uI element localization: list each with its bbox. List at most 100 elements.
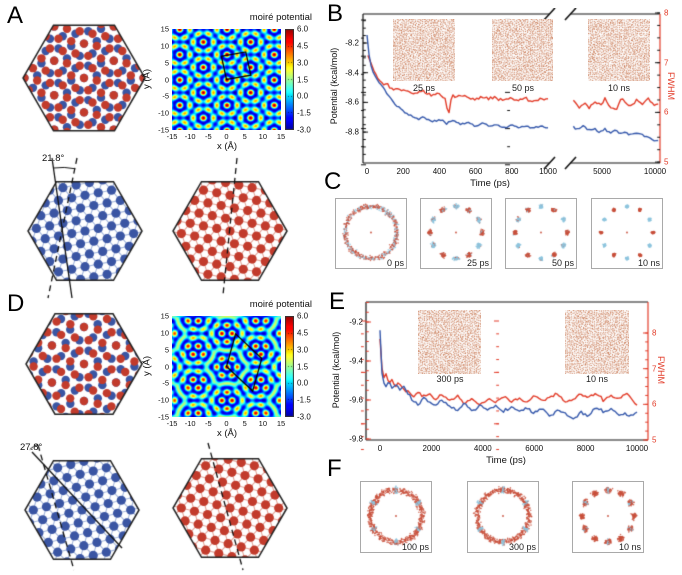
e-inset-label-0: 300 ps bbox=[436, 374, 464, 384]
tick-label: 0.0 bbox=[297, 91, 309, 101]
tick-label: -8.8 bbox=[345, 127, 359, 137]
snapshot-inset-b-10ns bbox=[588, 19, 650, 81]
tick-label: 5 bbox=[242, 132, 247, 141]
snapshot-inset-b-25ps bbox=[393, 19, 455, 81]
tick-label: 0 bbox=[164, 75, 169, 84]
tick-label: -9.4 bbox=[349, 356, 363, 366]
snapshot-inset-e-10ns bbox=[565, 310, 629, 374]
tick-label: 5 bbox=[164, 345, 169, 355]
tick-label: 10 bbox=[258, 132, 267, 141]
tick-label: 0 bbox=[364, 167, 370, 176]
tick-label: -1.5 bbox=[297, 395, 311, 405]
tick-label: 15 bbox=[276, 132, 286, 141]
tick-label: 0.0 bbox=[297, 378, 309, 388]
tick-label: 200 bbox=[396, 167, 410, 176]
tick-label: 600 bbox=[468, 167, 483, 176]
c2-time-label: 50 ps bbox=[551, 258, 574, 268]
tick-label: 5 bbox=[664, 157, 669, 167]
tick-label: 2000 bbox=[422, 444, 441, 453]
tick-label: -8.2 bbox=[345, 38, 359, 48]
tick-label: 4.5 bbox=[297, 328, 309, 338]
panel-f-label: F bbox=[327, 455, 342, 482]
moire-potential-heatmap-a bbox=[172, 29, 281, 130]
snapshot-inset-b-50ps bbox=[492, 19, 553, 81]
tick-label: -1.5 bbox=[297, 108, 311, 118]
tick-label: -10 bbox=[184, 419, 196, 428]
blue-layer-lattice-a bbox=[20, 150, 155, 305]
b-xlabel: Time (ps) bbox=[470, 178, 510, 189]
tick-label: -15 bbox=[166, 419, 178, 428]
tick-label: -8.6 bbox=[345, 97, 359, 107]
tick-label: 1000 bbox=[539, 167, 557, 176]
tick-label: 5 bbox=[242, 419, 247, 428]
tick-label: -5 bbox=[204, 132, 212, 141]
tick-label: 10 bbox=[160, 41, 169, 51]
tick-label: 10000 bbox=[643, 167, 667, 176]
angular-scatter-f1 bbox=[468, 482, 538, 552]
tick-label: -15 bbox=[166, 132, 178, 141]
tick-label: 7 bbox=[652, 364, 657, 374]
snapshot-inset-e-300ps bbox=[418, 310, 481, 374]
tick-label: 10000 bbox=[625, 444, 649, 453]
moire-potential-heatmap-d bbox=[172, 316, 281, 417]
b-ylabel-right: FWHM bbox=[666, 72, 676, 100]
e-inset-label-1: 10 ns bbox=[585, 374, 609, 384]
tick-label: -8.4 bbox=[345, 68, 359, 78]
tick-label: 15 bbox=[160, 311, 169, 321]
moire-overlay-lattice-d bbox=[18, 302, 152, 428]
heatmap-xlabel-d: x (Å) bbox=[216, 428, 238, 439]
e-xlabel: Time (ps) bbox=[486, 455, 526, 466]
b-ylabel-left: Potential (kcal/mol) bbox=[329, 47, 339, 125]
tick-label: 10 bbox=[160, 328, 169, 338]
angular-scatter-c2 bbox=[506, 199, 576, 268]
f2-time-label: 10 ns bbox=[618, 542, 641, 552]
heatmap-ylabel-d: y (Å) bbox=[141, 355, 153, 377]
heatmap-title-a: moiré potential bbox=[249, 12, 312, 23]
tick-label: -5 bbox=[162, 378, 169, 388]
e-ylabel-left: Potential (kcal/mol) bbox=[331, 331, 341, 409]
tick-label: -15 bbox=[158, 125, 169, 135]
tick-label: 5 bbox=[164, 58, 169, 68]
tick-label: 8 bbox=[652, 328, 657, 338]
tick-label: -5 bbox=[204, 419, 212, 428]
tick-label: -9.2 bbox=[349, 317, 363, 327]
tick-label: 4000 bbox=[473, 444, 492, 453]
angular-dist-box-c3: 10 ns bbox=[591, 198, 663, 269]
tick-label: 7 bbox=[664, 58, 669, 68]
tick-label: 0 bbox=[224, 419, 229, 428]
tick-label: 6.0 bbox=[297, 311, 309, 321]
blue-layer-lattice-d bbox=[12, 430, 152, 575]
tick-label: 0 bbox=[224, 132, 229, 141]
angular-scatter-c3 bbox=[592, 199, 662, 268]
red-layer-lattice-d bbox=[165, 430, 305, 575]
twist-angle-label-a: 21.8° bbox=[42, 153, 65, 164]
tick-label: -5 bbox=[162, 91, 169, 101]
c3-time-label: 10 ns bbox=[637, 258, 660, 268]
tick-label: -9.8 bbox=[349, 434, 363, 444]
heatmap-ylabel-a: y (Å) bbox=[141, 68, 153, 90]
f1-time-label: 300 ps bbox=[508, 542, 536, 552]
c1-time-label: 25 ps bbox=[466, 258, 489, 268]
tick-label: -9.6 bbox=[349, 395, 363, 405]
panel-e-label: E bbox=[329, 288, 346, 315]
tick-label: 5 bbox=[652, 435, 657, 445]
b-inset-label-2: 10 ns bbox=[607, 83, 631, 93]
angular-scatter-f0 bbox=[361, 482, 431, 552]
tick-label: 5000 bbox=[593, 167, 611, 176]
tick-label: 8 bbox=[664, 8, 669, 18]
tick-label: -3.0 bbox=[297, 412, 311, 422]
tick-label: 10 bbox=[258, 419, 267, 428]
b-inset-label-0: 25 ps bbox=[412, 83, 436, 93]
tick-label: 1.5 bbox=[297, 362, 309, 371]
tick-label: 0 bbox=[164, 362, 169, 371]
tick-label: -3.0 bbox=[297, 125, 311, 135]
tick-label: 3.0 bbox=[297, 345, 309, 355]
tick-label: 6 bbox=[652, 399, 657, 409]
tick-label: 6 bbox=[664, 107, 669, 117]
tick-label: 400 bbox=[432, 167, 447, 176]
colorbar-a bbox=[285, 29, 294, 130]
tick-label: -15 bbox=[158, 412, 169, 422]
angular-dist-box-c1: 25 ps bbox=[420, 198, 492, 269]
angular-dist-box-c2: 50 ps bbox=[505, 198, 577, 269]
